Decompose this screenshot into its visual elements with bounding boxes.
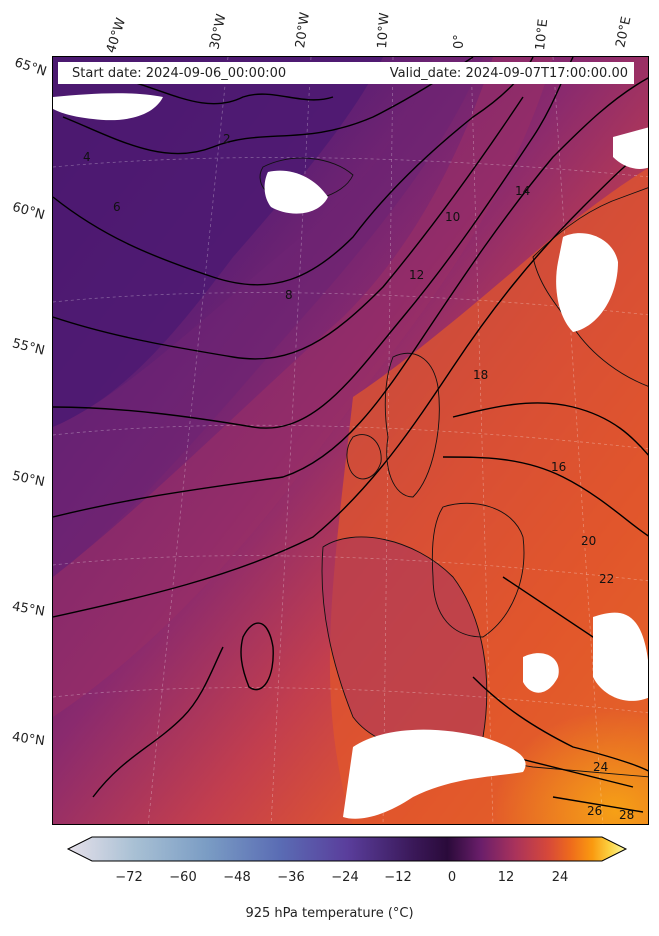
contour-12b: [240, 622, 274, 691]
contour-14b: [92, 646, 224, 798]
start-date-label: Start date: 2024-09-06_00:00:00: [72, 65, 287, 81]
colorbar-tick-neg48: −48: [223, 870, 251, 885]
missing-data-atlas: [343, 729, 526, 819]
contour-16: [452, 402, 648, 456]
longitude-label-40w: 40°W: [103, 16, 130, 55]
contour-6: [53, 57, 534, 286]
coastline-scandinavia: [532, 187, 648, 387]
contour-label-10: 10: [445, 210, 460, 224]
temperature-map: 2 4 6 8 10 12 14 16 18 20 22 24 26 28: [52, 56, 649, 825]
longitude-label-0: 0°: [452, 34, 467, 49]
graticule-lat-55n: [53, 292, 648, 316]
mid-ocean-region: [53, 57, 483, 577]
contour-2: [112, 76, 334, 105]
missing-data-alps: [593, 612, 648, 701]
missing-data-iceland: [264, 170, 328, 214]
latitude-label-50n: 50°N: [10, 468, 46, 491]
valid-date-label: Valid_date: 2024-09-07T17:00:00.00: [389, 65, 628, 81]
cold-ocean-region: [53, 57, 383, 427]
contour-22: [472, 676, 648, 772]
contour-24: [512, 756, 634, 788]
missing-data-greenland: [53, 93, 163, 121]
missing-data-east: [523, 653, 559, 693]
contour-label-2: 2: [223, 132, 231, 146]
longitude-label-10w: 10°W: [375, 12, 393, 49]
longitude-label-30w: 30°W: [207, 12, 230, 51]
graticule-lon-0: [470, 57, 494, 824]
latitude-label-55n: 55°N: [10, 336, 47, 359]
contour-label-22: 22: [599, 572, 614, 586]
graticule-lat-40n: [53, 687, 648, 714]
graticule-lon-30w: [147, 57, 229, 824]
coastline-iceland: [259, 157, 354, 202]
contour-14: [53, 147, 648, 618]
forecast-info-bar: Start date: 2024-09-06_00:00:00 Valid_da…: [58, 62, 634, 84]
contour-label-26: 26: [587, 804, 602, 818]
iberia-land: [322, 537, 487, 751]
contour-label-18: 18: [473, 368, 488, 382]
colorbar-tick-0: 0: [447, 870, 457, 885]
missing-data-norway-b: [556, 233, 618, 332]
colorbar-tick-neg12: −12: [384, 870, 412, 885]
latitude-label-45n: 45°N: [10, 599, 46, 620]
coastline-ireland: [346, 434, 382, 480]
graticule-lon-10e: [552, 57, 604, 824]
missing-data-norway-a: [613, 127, 648, 169]
colorbar-tick-neg60: −60: [169, 870, 197, 885]
latitude-label-40n: 40°N: [11, 729, 46, 750]
warm-ocean-region: [53, 57, 553, 717]
contour-label-6: 6: [113, 200, 121, 214]
colorbar-title: 925 hPa temperature (°C): [245, 906, 414, 921]
graticule-lon-10w: [382, 57, 394, 824]
colorbar-tick-neg72: −72: [115, 870, 143, 885]
graticule-lat-45n: [53, 555, 648, 582]
contour-label-12: 12: [409, 268, 424, 282]
contour-label-16: 16: [551, 460, 566, 474]
colorbar-tick-neg36: −36: [277, 870, 305, 885]
graticule-lat-50n: [53, 424, 648, 450]
contour-26: [552, 796, 644, 813]
contour-10: [53, 57, 574, 429]
contour-18: [442, 456, 648, 537]
temperature-colorbar: [66, 836, 628, 862]
contour-label-14: 14: [515, 184, 530, 198]
colorbar-tick-24: 24: [551, 870, 569, 885]
longitude-label-20e: 20°E: [613, 15, 635, 50]
colorbar-body: [66, 836, 628, 862]
contour-label-20: 20: [581, 534, 596, 548]
colorbar-tick-12: 12: [497, 870, 515, 885]
contour-label-28: 28: [619, 808, 634, 822]
longitude-label-20w: 20°W: [293, 11, 313, 49]
contour-12: [53, 77, 648, 518]
contour-label-4: 4: [83, 150, 91, 164]
longitude-label-10e: 10°E: [533, 18, 552, 52]
colorbar-tick-neg24: −24: [331, 870, 359, 885]
contour-4: [62, 57, 474, 155]
latitude-label-60n: 60°N: [10, 199, 47, 224]
coastline-british-isles: [384, 352, 440, 498]
contour-8: [53, 96, 524, 360]
graticule-lat-60n: [53, 157, 648, 178]
contour-label-8: 8: [285, 288, 293, 302]
contour-label-24: 24: [593, 760, 608, 774]
latitude-label-65n: 65°N: [12, 55, 49, 80]
